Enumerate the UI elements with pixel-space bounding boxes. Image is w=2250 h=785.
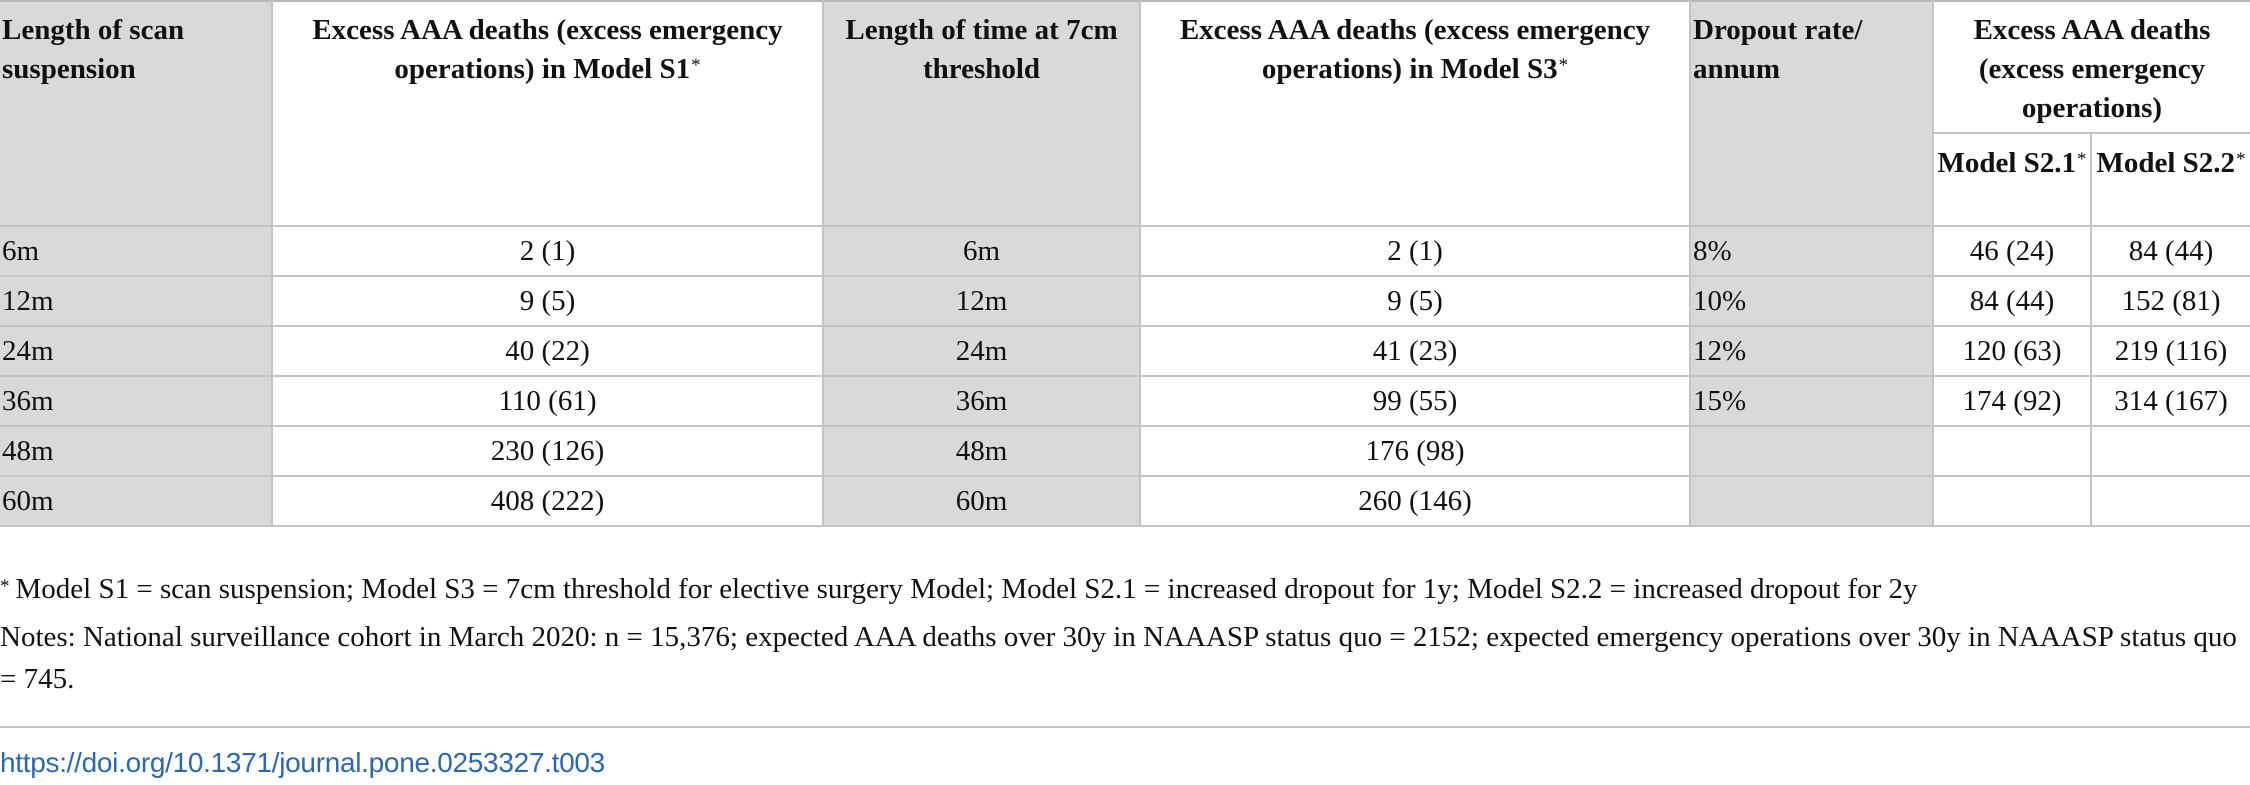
cell-model-s2-1 <box>1932 475 2092 527</box>
header-model-s1: Excess AAA deaths (excess emergency oper… <box>271 0 824 227</box>
cell-scan-suspension: 60m <box>0 475 273 527</box>
cell-model-s2-1: 84 (44) <box>1932 275 2092 327</box>
table-row: 60m 408 (222) 60m 260 (146) <box>0 475 2250 527</box>
header-time-at-threshold: Length of time at 7cm threshold <box>822 0 1141 227</box>
cell-model-s1: 40 (22) <box>271 325 824 377</box>
table-row: 48m 230 (126) 48m 176 (98) <box>0 425 2250 477</box>
cell-model-s1: 9 (5) <box>271 275 824 327</box>
cell-scan-suspension: 24m <box>0 325 273 377</box>
cell-scan-suspension: 48m <box>0 425 273 477</box>
cell-dropout-rate: 10% <box>1689 275 1934 327</box>
divider <box>0 726 2250 728</box>
cell-model-s2-2: 314 (167) <box>2089 375 2250 427</box>
cell-model-s1: 408 (222) <box>271 475 824 527</box>
table-row: 6m 2 (1) 6m 2 (1) 8% 46 (24) 84 (44) <box>0 225 2250 277</box>
cell-model-s1: 110 (61) <box>271 375 824 427</box>
cell-model-s2-1: 120 (63) <box>1932 325 2092 377</box>
cell-model-s3: 260 (146) <box>1139 475 1691 527</box>
table-row: 24m 40 (22) 24m 41 (23) 12% 120 (63) 219 (116) <box>0 325 2250 377</box>
footnote-text: Model S1 = scan suspension; Model S3 = 7… <box>15 573 1918 605</box>
table-header: Length of scan suspension Excess AAA dea… <box>0 0 2250 227</box>
cell-dropout-rate <box>1689 475 1934 527</box>
cell-model-s3: 176 (98) <box>1139 425 1691 477</box>
cell-model-s2-2 <box>2089 425 2250 477</box>
header-excess-deaths-group: Excess AAA deaths (excess emergency oper… <box>1931 0 2250 134</box>
notes-text: Notes: National surveillance cohort in M… <box>0 621 2237 695</box>
cell-scan-suspension: 6m <box>0 225 273 277</box>
table-notes: * Model S1 = scan suspension; Model S3 = … <box>0 568 2250 700</box>
cell-model-s3: 9 (5) <box>1139 275 1691 327</box>
cell-time-at-threshold: 6m <box>822 225 1141 277</box>
cell-model-s3: 99 (55) <box>1139 375 1691 427</box>
cell-model-s2-2 <box>2089 475 2250 527</box>
cell-model-s2-1: 46 (24) <box>1932 225 2092 277</box>
cell-dropout-rate: 15% <box>1689 375 1934 427</box>
table-row: 12m 9 (5) 12m 9 (5) 10% 84 (44) 152 (81) <box>0 275 2250 327</box>
results-table: Length of scan suspension Excess AAA dea… <box>0 0 2250 527</box>
header-scan-suspension: Length of scan suspension <box>0 0 273 227</box>
table-row: 36m 110 (61) 36m 99 (55) 15% 174 (92) 314 (167… <box>0 375 2250 427</box>
cell-model-s1: 230 (126) <box>271 425 824 477</box>
cell-time-at-threshold: 60m <box>822 475 1141 527</box>
table-body: 6m 2 (1) 6m 2 (1) 8% 46 (24) 84 (44) 12m 9 (5) 12… <box>0 225 2250 527</box>
cell-scan-suspension: 36m <box>0 375 273 427</box>
footnote: * Model S1 = scan suspension; Model S3 = … <box>0 568 2250 610</box>
cell-time-at-threshold: 36m <box>822 375 1141 427</box>
cell-model-s3: 41 (23) <box>1139 325 1691 377</box>
cell-dropout-rate <box>1689 425 1934 477</box>
cell-model-s2-1 <box>1932 425 2092 477</box>
cell-time-at-threshold: 48m <box>822 425 1141 477</box>
doi-link[interactable]: https://doi.org/10.1371/journal.pone.025… <box>0 747 605 778</box>
header-model-s2-1: Model S2.1* <box>1933 132 2092 227</box>
cell-model-s2-2: 219 (116) <box>2089 325 2250 377</box>
cell-model-s1: 2 (1) <box>271 225 824 277</box>
cell-model-s2-2: 84 (44) <box>2089 225 2250 277</box>
cell-scan-suspension: 12m <box>0 275 273 327</box>
header-model-s2-2: Model S2.2* <box>2089 132 2250 227</box>
cell-time-at-threshold: 24m <box>822 325 1141 377</box>
cell-model-s2-1: 174 (92) <box>1932 375 2092 427</box>
header-dropout-rate: Dropout rate/ annum <box>1689 0 1934 227</box>
cell-model-s2-2: 152 (81) <box>2089 275 2250 327</box>
footnote-marker: * <box>0 576 10 597</box>
cell-time-at-threshold: 12m <box>822 275 1141 327</box>
header-model-s3: Excess AAA deaths (excess emergency oper… <box>1139 0 1691 227</box>
cell-dropout-rate: 12% <box>1689 325 1934 377</box>
cell-dropout-rate: 8% <box>1689 225 1934 277</box>
cell-model-s3: 2 (1) <box>1139 225 1691 277</box>
